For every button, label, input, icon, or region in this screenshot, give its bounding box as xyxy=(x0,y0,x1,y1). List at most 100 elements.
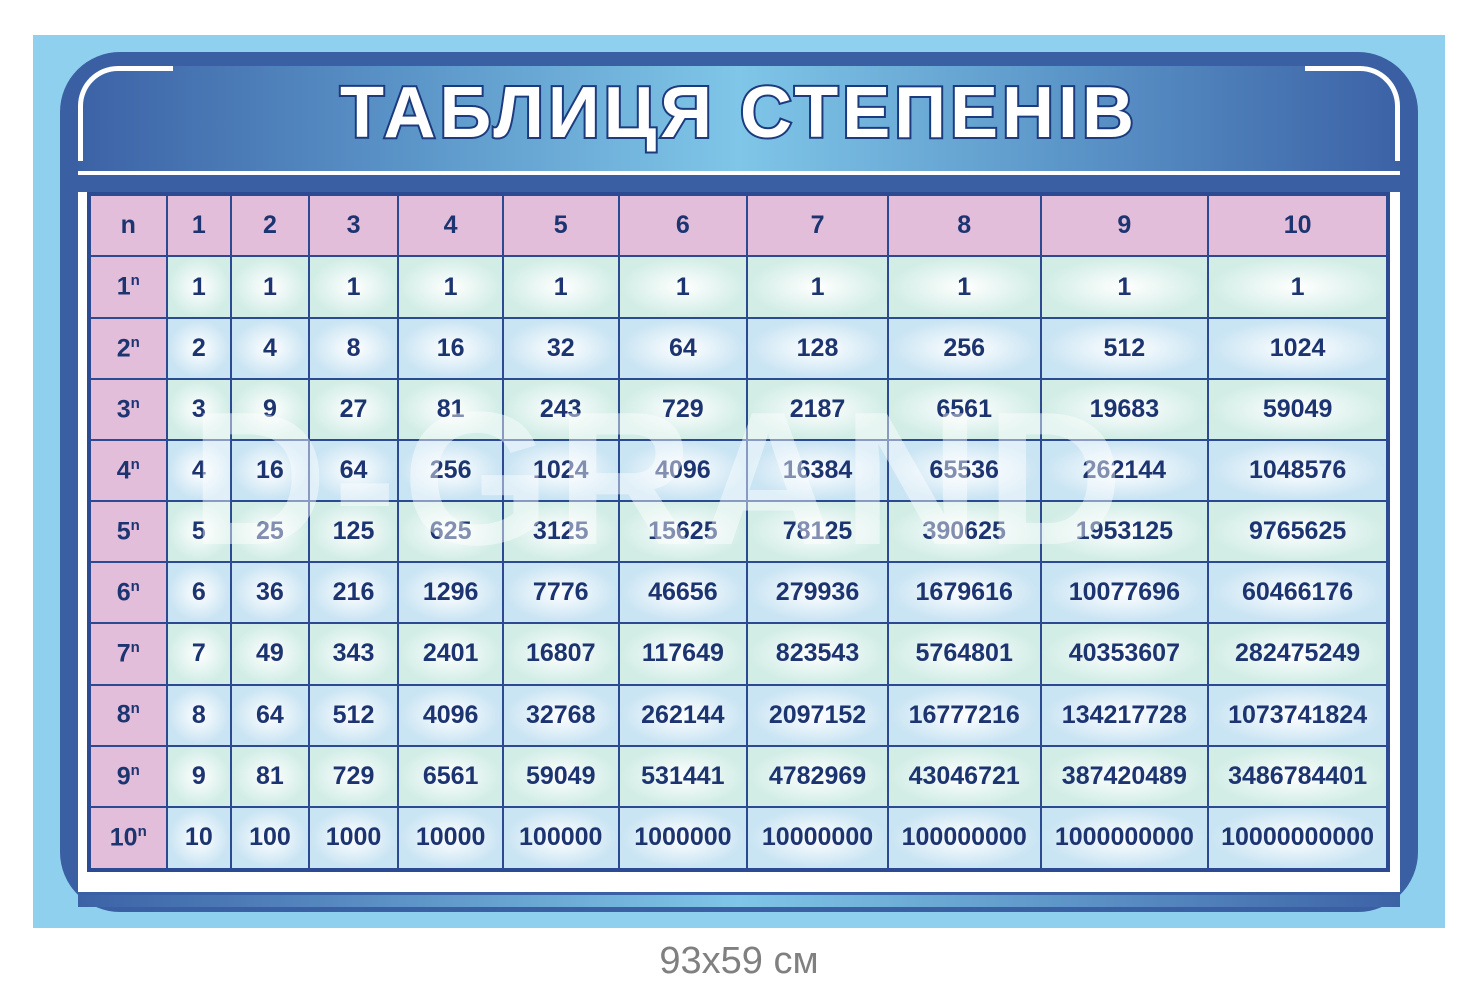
value-cell: 49 xyxy=(230,622,310,686)
value-cell: 256 xyxy=(886,316,1042,380)
value-cell: 16 xyxy=(230,438,310,503)
value-cell: 1 xyxy=(165,255,233,319)
value-cell: 2401 xyxy=(397,622,504,686)
table-row: 2n 2 4 8 16 32 64 128 256 512 1024 xyxy=(88,316,1389,380)
value-cell: 531441 xyxy=(617,744,749,808)
value-cell: 8 xyxy=(307,316,400,380)
value-cell: 823543 xyxy=(746,622,889,686)
value-cell: 1296 xyxy=(397,561,504,625)
header-cell: 10 xyxy=(1207,192,1389,258)
bottom-bar xyxy=(78,895,1400,907)
header-cell: 1 xyxy=(165,192,233,258)
decor-line-left xyxy=(78,66,173,161)
value-cell: 43046721 xyxy=(886,744,1042,808)
value-cell: 64 xyxy=(307,438,400,503)
value-cell: 134217728 xyxy=(1039,683,1210,747)
value-cell: 1 xyxy=(397,255,504,319)
decor-line-right xyxy=(1305,66,1400,161)
value-cell: 81 xyxy=(397,377,504,441)
value-cell: 4782969 xyxy=(746,744,889,808)
value-cell: 343 xyxy=(307,622,400,686)
row-base: 3 xyxy=(116,395,131,424)
value-cell: 16777216 xyxy=(886,683,1042,747)
row-base: 8 xyxy=(116,700,131,729)
value-cell: 1 xyxy=(307,255,400,319)
value-cell: 1 xyxy=(617,255,749,319)
value-cell: 1953125 xyxy=(1039,500,1210,564)
row-label: 2n xyxy=(88,316,168,380)
value-cell: 1 xyxy=(886,255,1042,319)
value-cell: 2 xyxy=(165,316,233,380)
header-cell: 9 xyxy=(1039,192,1210,258)
table-row: 3n 3 9 27 81 243 729 2187 6561 19683 59049 xyxy=(88,377,1389,441)
value-cell: 10077696 xyxy=(1039,561,1210,625)
header-cell: 6 xyxy=(617,192,749,258)
value-cell: 27 xyxy=(307,377,400,441)
table-row: 8n 8 64 512 4096 32768 262144 2097152 16777216 13… xyxy=(88,683,1389,747)
row-exponent: n xyxy=(130,639,140,657)
value-cell: 262144 xyxy=(1039,438,1210,503)
value-cell: 1 xyxy=(230,255,310,319)
row-label: 3n xyxy=(88,377,168,441)
value-cell: 100000 xyxy=(501,805,620,872)
value-cell: 40353607 xyxy=(1039,622,1210,686)
value-cell: 32 xyxy=(501,316,620,380)
row-base: 9 xyxy=(116,761,131,790)
row-exponent: n xyxy=(130,700,140,718)
header-cell: 5 xyxy=(501,192,620,258)
value-cell: 1 xyxy=(1039,255,1210,319)
value-cell: 59049 xyxy=(501,744,620,808)
decor-line-bottom xyxy=(78,171,1400,175)
value-cell: 100000000 xyxy=(886,805,1042,872)
value-cell: 64 xyxy=(617,316,749,380)
header-cell: 2 xyxy=(230,192,310,258)
row-label: 10n xyxy=(88,805,168,872)
table-row: 10n 10 100 1000 10000 100000 1000000 10000000 10… xyxy=(88,805,1389,872)
header-cell: 4 xyxy=(397,192,504,258)
value-cell: 7 xyxy=(165,622,233,686)
value-cell: 6 xyxy=(165,561,233,625)
value-cell: 1679616 xyxy=(886,561,1042,625)
value-cell: 78125 xyxy=(746,500,889,564)
value-cell: 6561 xyxy=(397,744,504,808)
poster-title: ТАБЛИЦЯ СТЕПЕНІВ xyxy=(338,71,1138,155)
row-base: 4 xyxy=(116,456,131,485)
row-label: 9n xyxy=(88,744,168,808)
value-cell: 2187 xyxy=(746,377,889,441)
header-cell: 3 xyxy=(307,192,400,258)
value-cell: 625 xyxy=(397,500,504,564)
value-cell: 36 xyxy=(230,561,310,625)
table-row: 7n 7 49 343 2401 16807 117649 823543 5764801 4035… xyxy=(88,622,1389,686)
value-cell: 262144 xyxy=(617,683,749,747)
row-label: 8n xyxy=(88,683,168,747)
value-cell: 729 xyxy=(307,744,400,808)
value-cell: 4096 xyxy=(397,683,504,747)
value-cell: 3 xyxy=(165,377,233,441)
row-base: 2 xyxy=(116,333,131,362)
row-base: 7 xyxy=(116,639,131,668)
value-cell: 125 xyxy=(307,500,400,564)
row-exponent: n xyxy=(130,394,140,412)
header-row: n 1 2 3 4 5 6 7 8 9 10 xyxy=(88,192,1389,258)
value-cell: 25 xyxy=(230,500,310,564)
value-cell: 10000 xyxy=(397,805,504,872)
value-cell: 1073741824 xyxy=(1207,683,1389,747)
row-base: 6 xyxy=(116,578,131,607)
value-cell: 256 xyxy=(397,438,504,503)
value-cell: 4 xyxy=(230,316,310,380)
value-cell: 7776 xyxy=(501,561,620,625)
value-cell: 8 xyxy=(165,683,233,747)
title-band xyxy=(78,66,1400,174)
value-cell: 1 xyxy=(1207,255,1389,319)
value-cell: 390625 xyxy=(886,500,1042,564)
row-exponent: n xyxy=(130,578,140,596)
row-exponent: n xyxy=(130,517,140,534)
header-cell: 7 xyxy=(746,192,889,258)
value-cell: 1048576 xyxy=(1207,438,1389,503)
value-cell: 10000000000 xyxy=(1207,805,1389,872)
value-cell: 3125 xyxy=(501,500,620,564)
row-label: 4n xyxy=(88,438,168,503)
value-cell: 46656 xyxy=(617,561,749,625)
value-cell: 1000000 xyxy=(617,805,749,872)
value-cell: 387420489 xyxy=(1039,744,1210,808)
